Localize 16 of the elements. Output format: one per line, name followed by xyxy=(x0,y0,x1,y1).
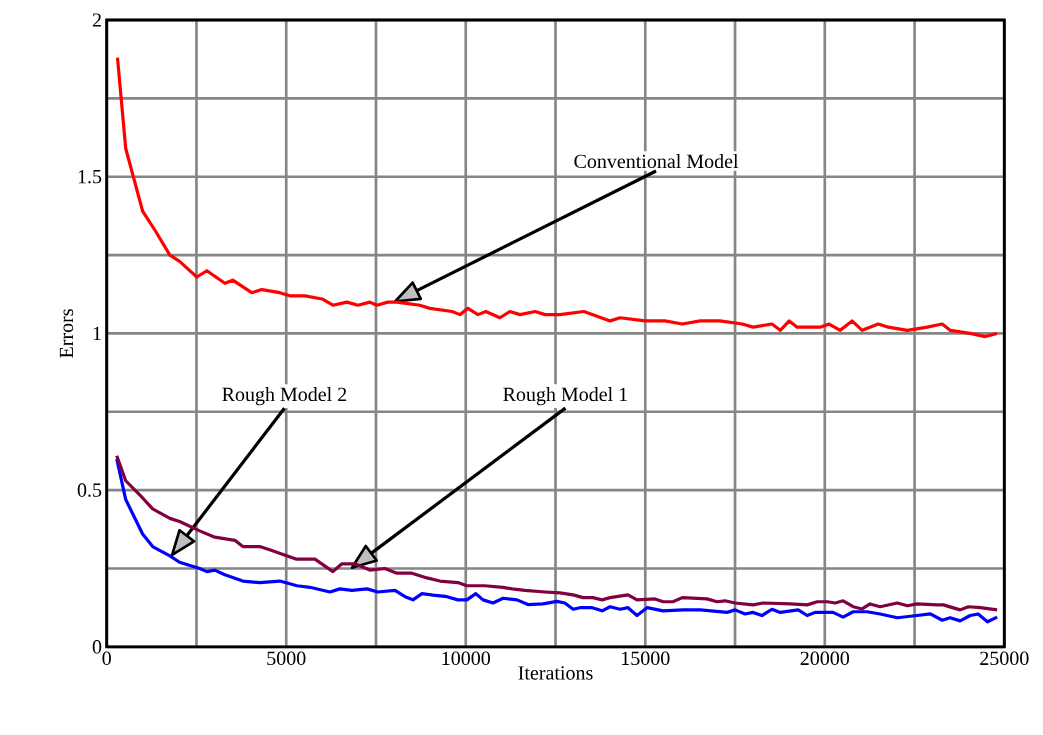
line-series xyxy=(115,56,999,339)
y-axis-title: Errors xyxy=(59,309,74,358)
x-tick-label: 10000 xyxy=(442,651,490,666)
annotation: Rough Model 2 xyxy=(222,387,347,406)
x-tick-label: 20000 xyxy=(800,651,850,666)
x-tick-label: 25000 xyxy=(980,651,1029,666)
x-axis-title: Iterations xyxy=(518,666,593,680)
x-tick-label: 15000 xyxy=(622,651,670,666)
annotation: Rough Model 1 xyxy=(503,387,627,406)
annotation: Conventional Model xyxy=(574,154,739,169)
x-tick-label: 5000 xyxy=(267,651,306,666)
y-tick-label: 2 xyxy=(92,13,101,27)
y-tick-label: 1 xyxy=(93,326,101,341)
y-tick-label: 1.5 xyxy=(78,170,102,184)
y-tick-label: 0 xyxy=(92,640,102,654)
y-tick-label: 0.5 xyxy=(77,483,102,497)
